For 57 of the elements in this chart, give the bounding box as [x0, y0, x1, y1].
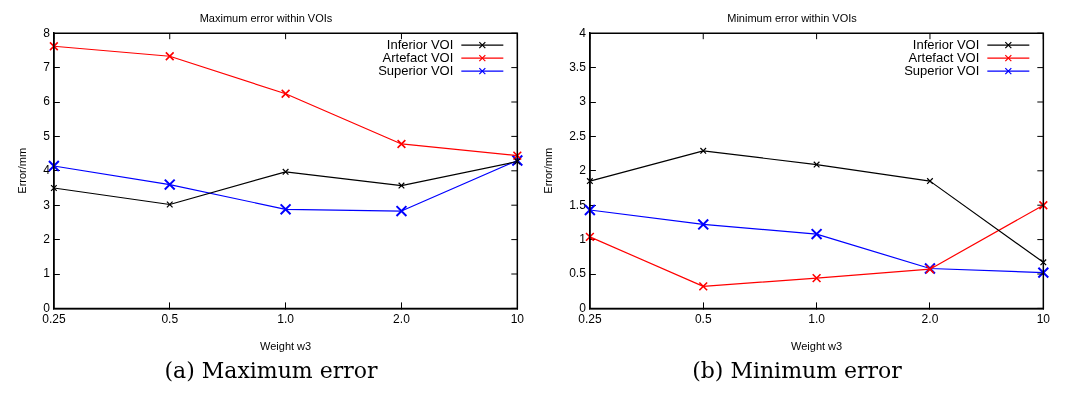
y-tick-label: 7	[43, 59, 51, 74]
chart-title: Minimum error within VOIs	[727, 11, 858, 24]
y-axis-title: Error/mm	[15, 147, 28, 194]
y-tick-label: 1	[43, 266, 51, 281]
legend-label: Artefact VOI	[382, 49, 454, 65]
point	[165, 51, 175, 61]
point	[585, 232, 595, 242]
y-tick-label: 8	[43, 25, 51, 40]
point	[811, 273, 822, 283]
chart-title: Maximum error within VOIs	[199, 11, 333, 24]
point	[49, 41, 59, 51]
y-tick-label: 0.5	[569, 266, 587, 281]
point	[926, 177, 934, 185]
point	[163, 178, 176, 191]
point	[512, 150, 523, 161]
y-tick-label: 3	[43, 197, 51, 212]
point	[511, 154, 524, 167]
legend-label: Inferior VOI	[912, 36, 980, 52]
legend-label: Superior VOI	[378, 62, 454, 78]
text: (b) Minimum error	[691, 358, 903, 383]
point	[697, 218, 710, 231]
y-tick-label: 4	[579, 25, 587, 40]
x-axis-title: Weight w3	[791, 340, 843, 353]
y-tick-label: 1	[579, 231, 587, 246]
point	[279, 203, 292, 216]
x-tick-label: 0.5	[694, 311, 712, 326]
x-tick-label: 10	[1036, 311, 1051, 326]
point	[166, 201, 174, 208]
y-tick-label: 3.5	[569, 59, 587, 74]
x-tick-label: 1.0	[808, 311, 826, 326]
legend-label: Superior VOI	[904, 62, 980, 78]
x-axis-title: Weight w3	[260, 340, 312, 353]
x-tick-label: 2.0	[921, 311, 939, 326]
y-tick-label: 2	[579, 163, 587, 178]
x-tick-label: 1.0	[277, 311, 295, 326]
point	[1037, 266, 1050, 279]
point	[810, 228, 823, 241]
point	[698, 281, 708, 292]
y-tick-label: 2.5	[569, 128, 587, 143]
point	[395, 205, 408, 217]
point	[282, 168, 290, 176]
legend-label: Artefact VOI	[908, 49, 980, 65]
y-tick-label: 1.5	[569, 197, 587, 212]
x-tick-label: 2.0	[393, 311, 411, 326]
text: (a) Maximum error	[163, 358, 379, 383]
legend-label: Inferior VOI	[386, 36, 454, 52]
point	[280, 89, 291, 99]
y-tick-label: 4	[43, 163, 51, 178]
y-tick-label: 2	[43, 231, 51, 246]
y-tick-label: 6	[43, 94, 51, 109]
x-tick-label: 0.5	[161, 311, 179, 326]
y-tick-label: 5	[43, 128, 51, 143]
x-tick-label: 10	[510, 311, 525, 326]
point	[396, 139, 407, 149]
y-axis-title: Error/mm	[541, 147, 554, 194]
y-tick-label: 3	[579, 94, 587, 109]
point	[1038, 200, 1049, 210]
